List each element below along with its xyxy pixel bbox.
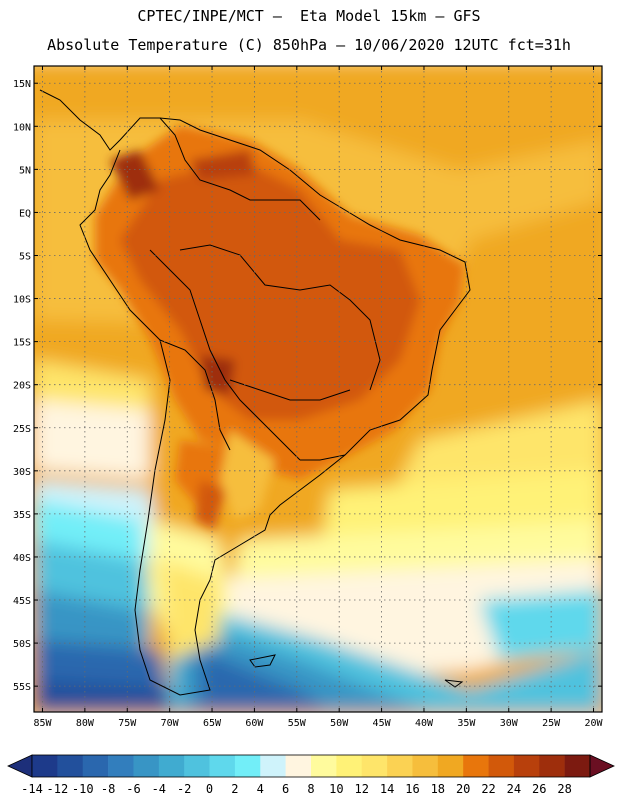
colorbar-swatch <box>158 755 185 777</box>
lat-tick-label: 35S <box>13 510 31 521</box>
lon-tick-label: 80W <box>76 718 95 729</box>
colorbar-label: -10 <box>72 782 94 796</box>
lat-tick-label: 40S <box>13 553 31 564</box>
colorbar-label: 16 <box>405 782 419 796</box>
lon-tick-label: 65W <box>203 718 222 729</box>
colorbar-label: -8 <box>101 782 115 796</box>
lat-tick-label: 20S <box>13 381 31 392</box>
colorbar-label: -14 <box>21 782 43 796</box>
lat-tick-label: 10N <box>13 122 31 133</box>
colorbar-label: 20 <box>456 782 470 796</box>
map-frame <box>33 65 603 713</box>
colorbar-swatch <box>108 755 134 777</box>
axis-ticks: 15N 10N 5N EQ 5S 10S 15S 20S 25S 30S 35S 40S 45S 50S 5… <box>13 66 604 729</box>
lon-tick-label: 70W <box>161 718 180 729</box>
colorbar-label: -12 <box>47 782 69 796</box>
colorbar-swatch <box>564 755 591 777</box>
lat-tick-label: 15N <box>13 79 31 90</box>
lat-tick-label: 10S <box>13 295 31 306</box>
colorbar-label: 10 <box>329 782 343 796</box>
temperature-field <box>34 66 602 712</box>
lat-tick-label: 5S <box>19 251 31 262</box>
colorbar-swatch <box>311 755 337 777</box>
colorbar-swatch <box>260 755 286 777</box>
colorbar-swatch <box>82 755 109 777</box>
colorbar-label: 4 <box>257 782 264 796</box>
lat-tick-label: 30S <box>13 467 31 478</box>
lat-tick-label: 45S <box>13 596 31 607</box>
lon-tick-label: 30W <box>500 718 519 729</box>
colorbar-label: 2 <box>231 782 238 796</box>
lat-tick-label: 55S <box>13 682 31 693</box>
colorbar-label: 22 <box>481 782 495 796</box>
colorbar-swatch <box>488 755 515 777</box>
lon-tick-label: 25W <box>542 718 561 729</box>
colorbar-swatch <box>133 755 160 777</box>
lat-tick-label: 15S <box>13 338 31 349</box>
colorbar-label: -4 <box>152 782 166 796</box>
colorbar-swatch <box>539 755 565 777</box>
colorbar-swatch <box>32 755 58 777</box>
colorbar-swatch <box>361 755 388 777</box>
colorbar-swatch <box>463 755 489 777</box>
lat-tick-label: 50S <box>13 639 31 650</box>
lon-tick-label: 20W <box>584 718 603 729</box>
colorbar-label: 0 <box>206 782 213 796</box>
colorbar: -14 -12 -10 -8 -6 -4 -2 0 2 4 6 8 10 12 14 16 18 20 22 24 26… <box>7 754 615 796</box>
lat-tick-label: 25S <box>13 424 31 435</box>
colorbar-over-arrow <box>589 754 615 778</box>
colorbar-swatch <box>57 755 84 777</box>
lat-tick-label: EQ <box>19 208 31 219</box>
chart-title-line-2: Absolute Temperature (C) 850hPa – 10/06/… <box>47 36 571 54</box>
lon-tick-label: 40W <box>415 718 434 729</box>
colorbar-swatch <box>285 755 312 777</box>
lon-tick-label: 55W <box>288 718 307 729</box>
colorbar-label: -6 <box>126 782 140 796</box>
colorbar-swatch <box>234 755 261 777</box>
colorbar-swatch <box>184 755 210 777</box>
colorbar-label: 8 <box>307 782 314 796</box>
colorbar-label: 26 <box>532 782 546 796</box>
colorbar-label: -2 <box>177 782 191 796</box>
colorbar-label: 6 <box>282 782 289 796</box>
lon-tick-label: 35W <box>457 718 476 729</box>
lat-tick-label: 5N <box>19 165 31 176</box>
chart-title-line-1: CPTEC/INPE/MCT – Eta Model 15km – GFS <box>137 7 481 25</box>
colorbar-frame <box>31 754 591 778</box>
colorbar-label: 18 <box>431 782 445 796</box>
colorbar-swatch <box>336 755 363 777</box>
colorbar-label: 28 <box>557 782 571 796</box>
lon-tick-label: 60W <box>245 718 264 729</box>
colorbar-label: 12 <box>355 782 369 796</box>
lon-tick-label: 50W <box>330 718 349 729</box>
lon-tick-label: 85W <box>33 718 52 729</box>
colorbar-under-arrow <box>7 754 33 778</box>
colorbar-swatch <box>513 755 540 777</box>
colorbar-swatch <box>387 755 413 777</box>
colorbar-swatch <box>437 755 464 777</box>
colorbar-label: 24 <box>507 782 521 796</box>
colorbar-swatch <box>412 755 439 777</box>
colorbar-swatch <box>209 755 236 777</box>
colorbar-label: 14 <box>380 782 394 796</box>
lon-tick-label: 45W <box>373 718 392 729</box>
lon-tick-label: 75W <box>118 718 137 729</box>
